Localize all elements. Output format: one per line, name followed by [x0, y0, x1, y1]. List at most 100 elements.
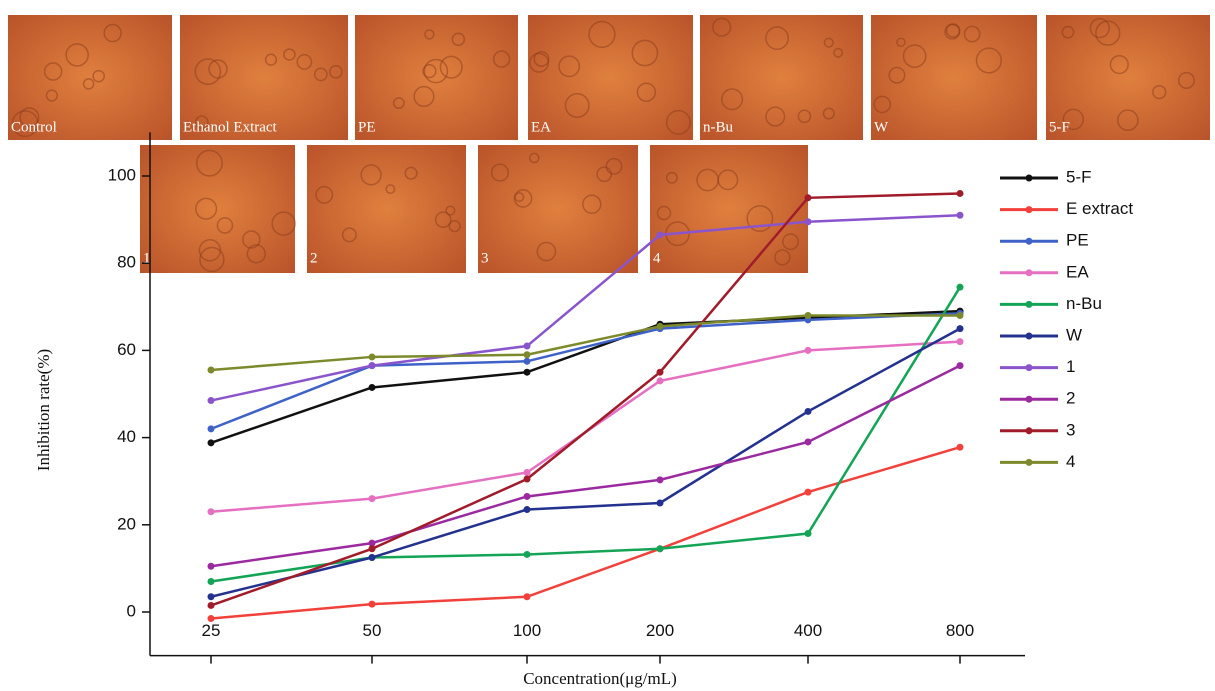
point	[207, 397, 215, 405]
cell	[605, 157, 623, 175]
cell	[246, 244, 266, 264]
cell	[11, 110, 39, 138]
cell	[533, 51, 550, 67]
image-label: 1	[143, 250, 151, 266]
series-line	[210, 314, 960, 372]
legend-marker	[1025, 300, 1033, 308]
cell	[975, 47, 1002, 74]
micrograph	[1046, 15, 1210, 140]
x-tick-label: 50	[363, 621, 382, 640]
cell	[822, 107, 835, 120]
cell	[514, 192, 525, 203]
legend-label: 3	[1066, 420, 1075, 439]
y-tick-label: 100	[108, 165, 136, 184]
legend-label: 2	[1066, 389, 1075, 408]
series-line	[210, 192, 961, 607]
legend-marker	[1025, 174, 1033, 182]
cell	[721, 88, 744, 111]
micrograph	[700, 15, 863, 140]
cell	[448, 220, 461, 233]
cell	[445, 205, 456, 216]
point	[207, 366, 215, 374]
point	[207, 601, 215, 609]
point	[207, 439, 215, 447]
y-tick-label: 60	[117, 340, 136, 359]
micrograph	[871, 15, 1037, 140]
cell	[194, 58, 222, 85]
point	[656, 231, 664, 239]
y-tick-label: 20	[117, 514, 136, 533]
legend-label: E extract	[1066, 199, 1133, 218]
cell	[413, 85, 435, 108]
cell	[712, 17, 732, 37]
cell	[588, 20, 616, 49]
cell	[1061, 25, 1075, 39]
image-label: EA	[531, 119, 551, 135]
x-tick-label: 100	[513, 621, 541, 640]
x-tick-label: 800	[946, 621, 974, 640]
cell	[242, 230, 261, 249]
cell	[208, 59, 228, 79]
cell	[902, 44, 927, 68]
point	[656, 368, 664, 376]
image-label: n-Bu	[703, 119, 734, 135]
image-label: 5-F	[1049, 119, 1070, 135]
cell	[1177, 71, 1196, 89]
point	[804, 407, 812, 415]
cell	[43, 62, 63, 81]
point	[656, 377, 664, 385]
cell	[582, 194, 602, 215]
cell	[765, 26, 789, 51]
point	[523, 492, 531, 500]
cell	[341, 227, 357, 243]
cell	[439, 55, 463, 79]
cell	[656, 205, 672, 221]
image-label: 2	[310, 250, 318, 266]
point	[956, 325, 964, 333]
cell	[385, 184, 396, 194]
cell	[564, 93, 590, 118]
y-tick-label: 40	[117, 427, 136, 446]
micrograph	[8, 15, 172, 140]
point	[956, 338, 964, 346]
point	[207, 425, 215, 433]
point	[523, 593, 531, 601]
series-line	[210, 327, 961, 598]
point	[207, 593, 215, 601]
cell	[536, 241, 557, 262]
point	[368, 554, 376, 561]
point	[956, 283, 964, 291]
point	[523, 550, 531, 558]
cell	[1116, 109, 1139, 132]
cell	[313, 67, 328, 82]
cell	[797, 109, 812, 124]
cell	[424, 29, 435, 40]
cell	[717, 169, 739, 191]
cell	[631, 39, 659, 67]
point	[207, 562, 215, 570]
cell	[492, 50, 511, 68]
cell	[636, 82, 657, 102]
point	[523, 368, 531, 376]
series-line	[210, 312, 961, 431]
point	[656, 499, 664, 507]
cell	[451, 32, 466, 47]
legend-marker	[1025, 427, 1033, 435]
point	[368, 539, 376, 547]
legend-marker	[1025, 458, 1033, 466]
cell	[315, 185, 334, 204]
cell	[873, 95, 892, 114]
point	[956, 362, 964, 370]
point	[804, 194, 812, 202]
cell	[392, 97, 405, 109]
cell	[765, 106, 786, 127]
micrograph	[140, 145, 295, 273]
micrograph	[650, 145, 808, 273]
point	[656, 476, 664, 484]
micrograph	[180, 15, 348, 140]
point	[523, 357, 531, 365]
legend-marker	[1025, 206, 1033, 214]
point	[368, 353, 376, 361]
cell	[823, 37, 834, 48]
series-line	[210, 340, 961, 513]
